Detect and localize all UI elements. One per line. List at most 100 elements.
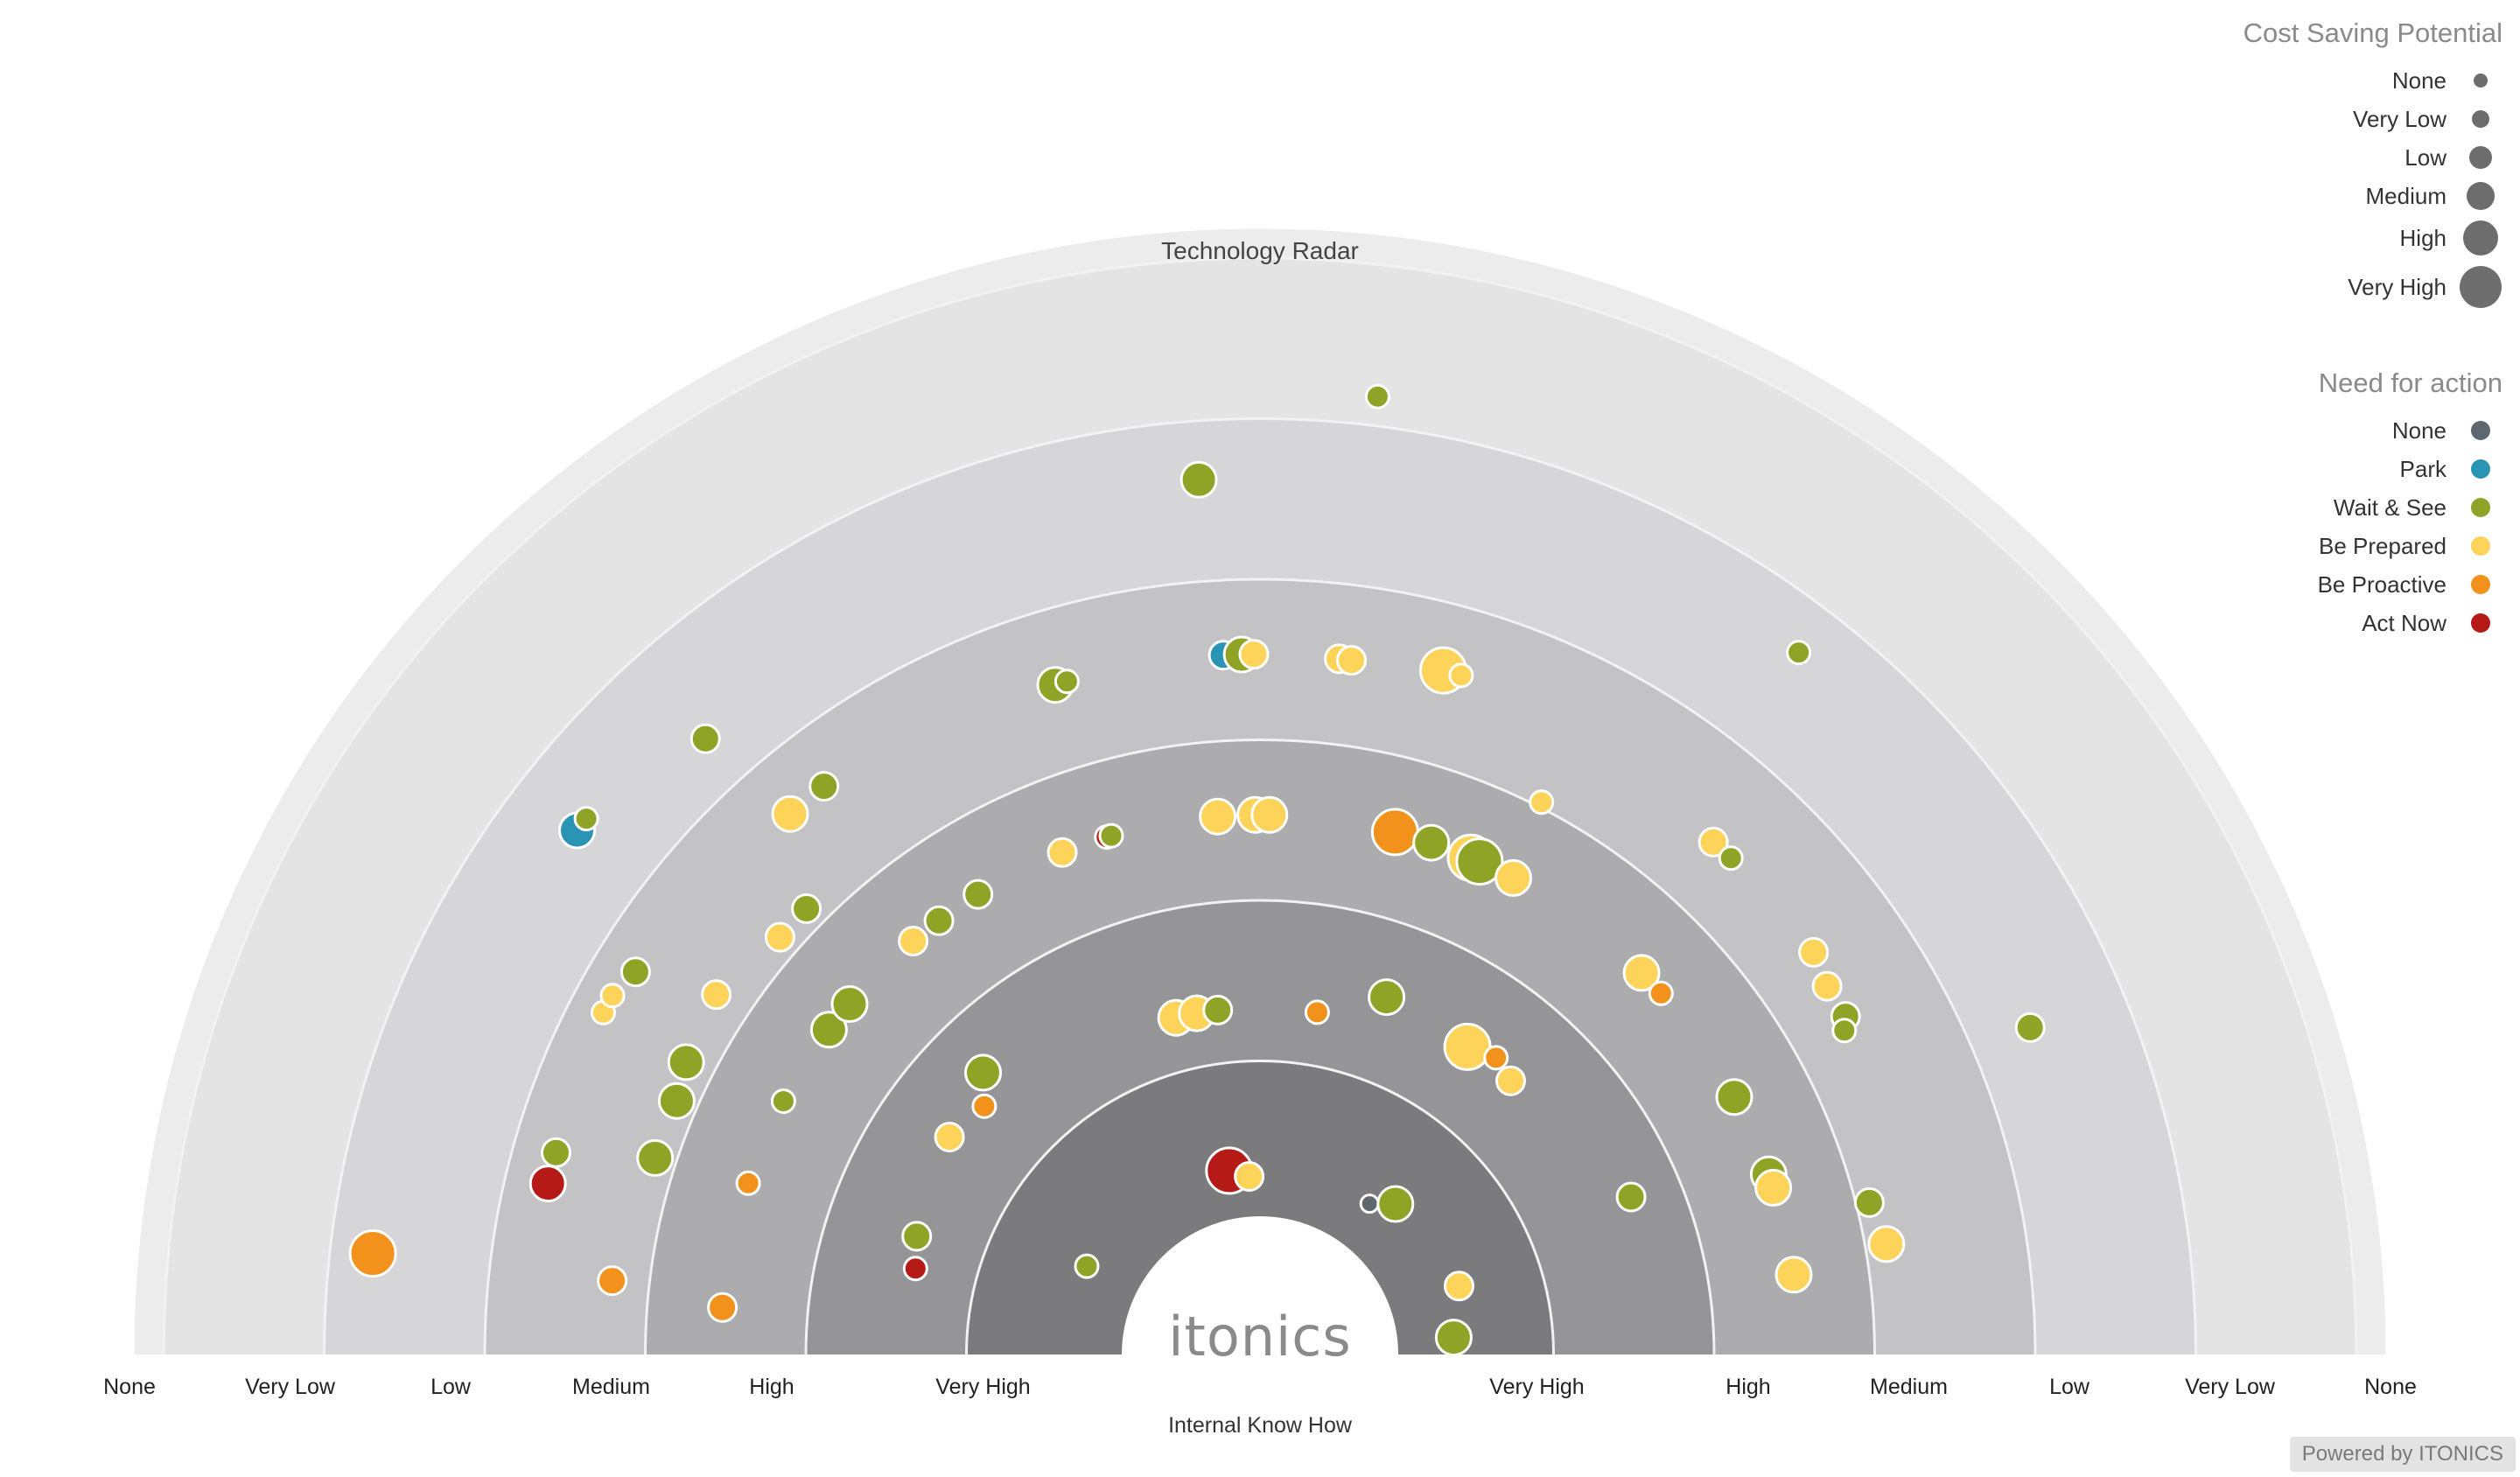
need-legend-item[interactable]: Act Now: [2188, 604, 2502, 642]
need-legend-item[interactable]: Park: [2188, 450, 2502, 488]
radar-point[interactable]: [962, 878, 994, 910]
need-legend-item[interactable]: Wait & See: [2188, 488, 2502, 527]
radar-point[interactable]: [1054, 668, 1080, 695]
radar-point[interactable]: [541, 1137, 571, 1168]
need-legend-label: None: [2391, 416, 2446, 444]
radar-point[interactable]: [620, 956, 651, 988]
cost-legend-swatch: [2459, 266, 2502, 308]
radar-point[interactable]: [934, 1122, 965, 1152]
radar-point[interactable]: [1434, 1319, 1473, 1357]
radar-point[interactable]: [808, 771, 840, 802]
need-legend-swatch: [2459, 613, 2502, 633]
radar-point[interactable]: [657, 1082, 696, 1120]
radar-point[interactable]: [1786, 640, 1812, 666]
radar-point[interactable]: [1046, 836, 1078, 868]
radar-point[interactable]: [1718, 845, 1744, 872]
radar-point[interactable]: [1412, 823, 1451, 862]
radar-point[interactable]: [1368, 978, 1406, 1017]
radar-point[interactable]: [1615, 1181, 1647, 1213]
radar-point[interactable]: [1831, 1018, 1858, 1044]
need-legend-swatch: [2459, 575, 2502, 594]
radar-point[interactable]: [1444, 1270, 1474, 1302]
radar-point[interactable]: [597, 1265, 628, 1297]
radar-point[interactable]: [1529, 789, 1555, 816]
need-legend-swatch: [2459, 498, 2502, 517]
radar-point[interactable]: [1359, 1194, 1380, 1214]
radar-point[interactable]: [1234, 1161, 1265, 1192]
cost-legend-item[interactable]: Low: [2188, 138, 2502, 177]
radar-point[interactable]: [971, 1093, 998, 1119]
color-dot-icon: [2471, 575, 2490, 594]
radar-point[interactable]: [1098, 822, 1124, 849]
powered-by-badge[interactable]: Powered by ITONICS: [2289, 1437, 2516, 1472]
radar-point[interactable]: [1074, 1253, 1100, 1279]
radar-point[interactable]: [2014, 1012, 2046, 1043]
radar-point[interactable]: [1370, 808, 1419, 857]
radar-point[interactable]: [1715, 1078, 1754, 1116]
radar-point[interactable]: [1853, 1186, 1885, 1218]
radar-point[interactable]: [1250, 795, 1289, 834]
radar-point[interactable]: [1238, 639, 1270, 670]
x-axis-label: Internal Know How: [1168, 1413, 1353, 1438]
radar-point[interactable]: [1448, 662, 1474, 689]
color-dot-icon: [2471, 459, 2490, 479]
radar-point[interactable]: [923, 905, 955, 936]
cost-legend-item[interactable]: Very Low: [2188, 100, 2502, 138]
radar-point[interactable]: [1180, 460, 1218, 499]
radar-point[interactable]: [690, 723, 721, 754]
radar-point[interactable]: [902, 1256, 928, 1282]
cost-legend-items: None Very Low Low Medium High Very High: [2188, 61, 2502, 313]
radar-point[interactable]: [830, 985, 869, 1023]
radar-point[interactable]: [735, 1170, 761, 1196]
radar-point[interactable]: [1336, 645, 1367, 676]
radar-point[interactable]: [1754, 1168, 1793, 1207]
radar-point[interactable]: [901, 1221, 933, 1252]
radar-point[interactable]: [1494, 858, 1532, 897]
radar-point[interactable]: [764, 921, 795, 953]
cost-legend-item[interactable]: Medium: [2188, 177, 2502, 215]
radar-point[interactable]: [964, 1054, 1002, 1092]
size-dot-icon: [2460, 266, 2502, 308]
cost-legend-item[interactable]: High: [2188, 215, 2502, 261]
radar-point[interactable]: [1304, 999, 1330, 1026]
radar-point[interactable]: [573, 806, 599, 832]
radar-point[interactable]: [898, 926, 929, 956]
radar-point[interactable]: [1774, 1256, 1813, 1294]
radar-point[interactable]: [770, 1088, 796, 1114]
radar-point[interactable]: [1867, 1225, 1906, 1264]
need-legend-item[interactable]: Be Proactive: [2188, 565, 2502, 604]
radar-point[interactable]: [667, 1043, 705, 1082]
radar-point[interactable]: [771, 794, 809, 833]
radar-point[interactable]: [636, 1138, 675, 1177]
chart-title: Technology Radar: [1161, 237, 1359, 264]
radar-point[interactable]: [1364, 383, 1390, 410]
radar-point[interactable]: [1811, 970, 1843, 1002]
radar-point[interactable]: [1698, 826, 1729, 858]
radar-point[interactable]: [1443, 1022, 1492, 1071]
radar-point[interactable]: [599, 983, 626, 1009]
radar-point[interactable]: [1798, 936, 1830, 968]
radar-point[interactable]: [1455, 837, 1504, 886]
radar-point[interactable]: [707, 1292, 738, 1323]
cost-legend-item[interactable]: Very High: [2188, 261, 2502, 313]
radar-point[interactable]: [528, 1165, 567, 1203]
radar-point[interactable]: [348, 1229, 397, 1278]
radar-point[interactable]: [1622, 954, 1661, 992]
need-legend-label: Be Proactive: [2317, 570, 2446, 598]
x-tick-label-right: Very Low: [2185, 1375, 2276, 1399]
radar-point[interactable]: [1376, 1185, 1415, 1223]
radar-point[interactable]: [1495, 1065, 1526, 1096]
need-legend-label: Park: [2399, 455, 2446, 482]
radar-point[interactable]: [809, 1011, 848, 1049]
radar-point[interactable]: [1483, 1045, 1509, 1071]
need-legend-label: Act Now: [2362, 609, 2446, 636]
radar-point[interactable]: [701, 979, 732, 1011]
need-legend-item[interactable]: None: [2188, 411, 2502, 450]
radar-point[interactable]: [791, 893, 822, 924]
radar-point[interactable]: [1202, 994, 1234, 1026]
radar-point[interactable]: [1648, 980, 1674, 1006]
need-legend-item[interactable]: Be Prepared: [2188, 527, 2502, 565]
radar-point[interactable]: [1199, 797, 1237, 836]
cost-legend-item[interactable]: None: [2188, 61, 2502, 100]
